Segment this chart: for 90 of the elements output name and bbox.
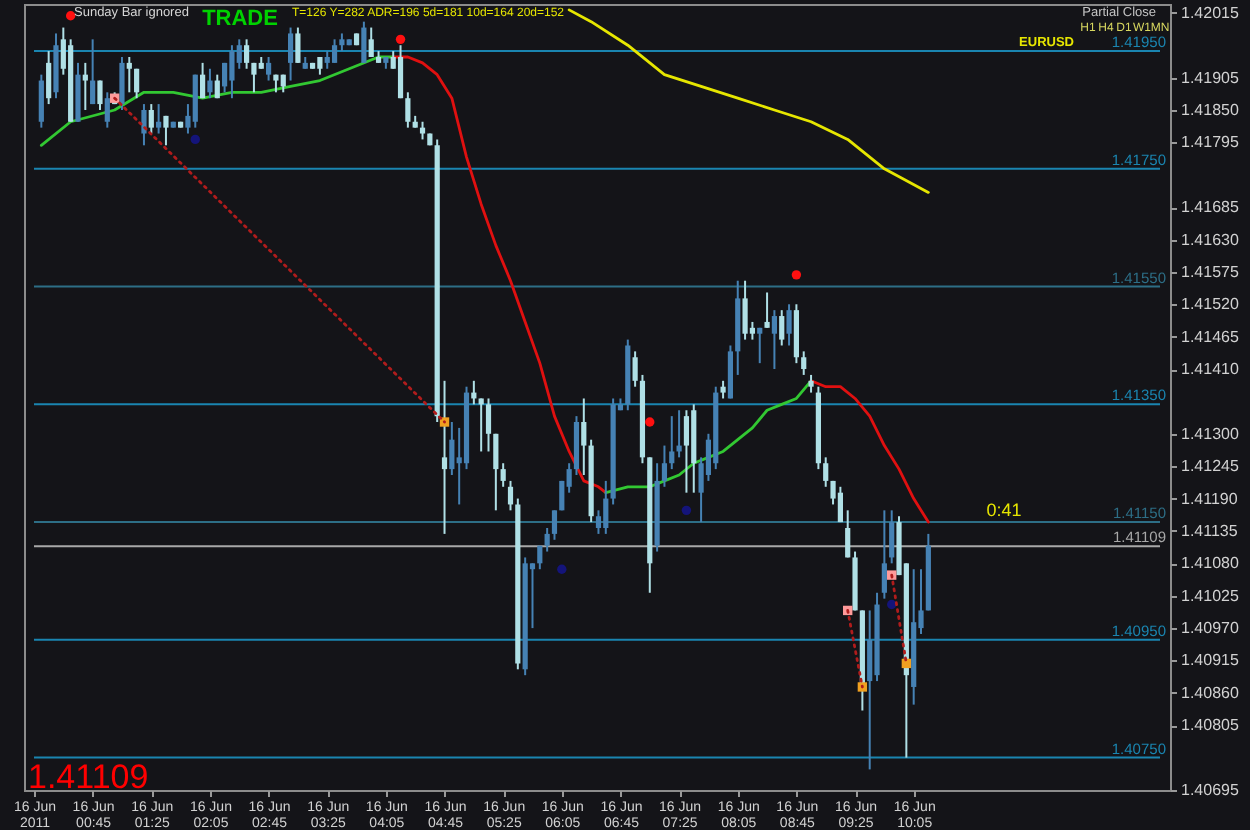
candlestick [163, 114, 169, 147]
candlestick [669, 415, 675, 471]
y-tick-label: 1.41410 [1181, 360, 1240, 379]
candlestick [243, 38, 250, 70]
candlestick [104, 91, 110, 129]
candlestick [551, 509, 558, 541]
candlestick [764, 291, 770, 329]
y-tick-label: 1.41795 [1181, 133, 1240, 152]
y-tick-label: 1.40860 [1181, 683, 1240, 702]
candlestick [97, 79, 103, 111]
y-tick-label: 1.41135 [1181, 521, 1239, 540]
y-tick-label: 1.41025 [1181, 586, 1240, 605]
candlestick [603, 479, 609, 535]
line-series [567, 8, 930, 194]
y-tick-label: 1.41630 [1181, 230, 1240, 249]
candlestick [845, 509, 851, 559]
line-series [809, 379, 930, 524]
candlestick [207, 67, 213, 100]
candlestick [192, 73, 198, 129]
candlestick [683, 409, 690, 494]
candlestick [75, 61, 81, 123]
y-tick-label: 1.41575 [1181, 262, 1240, 281]
y-tick-label: 1.41245 [1181, 457, 1240, 476]
candlestick [200, 61, 206, 100]
candlestick [82, 61, 88, 111]
line-series [39, 55, 395, 147]
y-tick-label: 1.40805 [1181, 716, 1240, 735]
y-tick-label: 1.40915 [1181, 651, 1240, 670]
candlestick [295, 26, 301, 64]
point [395, 34, 406, 45]
candlestick [478, 397, 484, 453]
candlestick [141, 103, 147, 147]
y-tick-label: 1.41190 [1181, 489, 1239, 508]
candlestick [500, 462, 506, 488]
candlestick [581, 397, 587, 477]
candlestick [771, 309, 777, 371]
y-tick-label: 1.40695 [1181, 781, 1240, 799]
candlestick [889, 509, 895, 565]
y-tick-label: 1.41520 [1181, 295, 1240, 314]
candlestick [287, 26, 294, 82]
annotation: 1.41109 [28, 758, 149, 796]
candlestick [229, 44, 235, 100]
line-series [391, 55, 608, 495]
y-tick-label: 1.41905 [1181, 68, 1240, 87]
candlestick [53, 32, 59, 100]
point [190, 134, 200, 145]
candlestick [148, 103, 154, 135]
y-tick-label: 1.41465 [1181, 327, 1240, 346]
candlestick [119, 55, 125, 111]
candlestick [507, 479, 514, 512]
candlestick [405, 91, 411, 129]
candlestick [156, 103, 162, 135]
point [681, 505, 692, 516]
candlestick [779, 309, 785, 347]
y-tick-label: 1.41300 [1181, 424, 1240, 443]
candlestick [757, 326, 763, 365]
point [791, 270, 802, 280]
y-tick-label: 1.40970 [1181, 619, 1240, 638]
candlestick [126, 55, 132, 94]
candlestick [867, 609, 873, 771]
candlestick [38, 73, 44, 129]
candlestick [397, 44, 404, 100]
annotation: TRADE [202, 7, 278, 31]
y-tick-label: 1.41080 [1181, 554, 1240, 573]
candlestick [331, 38, 338, 64]
candlestick [727, 344, 734, 400]
candlestick [134, 67, 140, 100]
point [557, 564, 567, 574]
candlestick [786, 303, 792, 347]
candlestick [837, 485, 843, 524]
candlestick [793, 303, 799, 365]
candlestick [449, 421, 455, 477]
point [65, 11, 76, 21]
candlestick [742, 279, 748, 341]
annotation: 0:41 [986, 500, 1022, 520]
line-series [604, 379, 813, 495]
candlestick [90, 38, 96, 106]
candlestick [361, 20, 367, 64]
point [887, 599, 897, 610]
y-tick-label: 1.42015 [1181, 3, 1240, 22]
candlestick [46, 50, 52, 106]
y-tick-label: 1.41850 [1181, 100, 1240, 119]
candlestick [881, 509, 887, 600]
candlestick [801, 350, 807, 376]
candlestick [265, 55, 272, 82]
point [645, 417, 655, 427]
y-tick-label: 1.41685 [1181, 198, 1240, 217]
candlestick [368, 26, 374, 58]
point [857, 682, 868, 692]
candlestick [544, 527, 550, 553]
